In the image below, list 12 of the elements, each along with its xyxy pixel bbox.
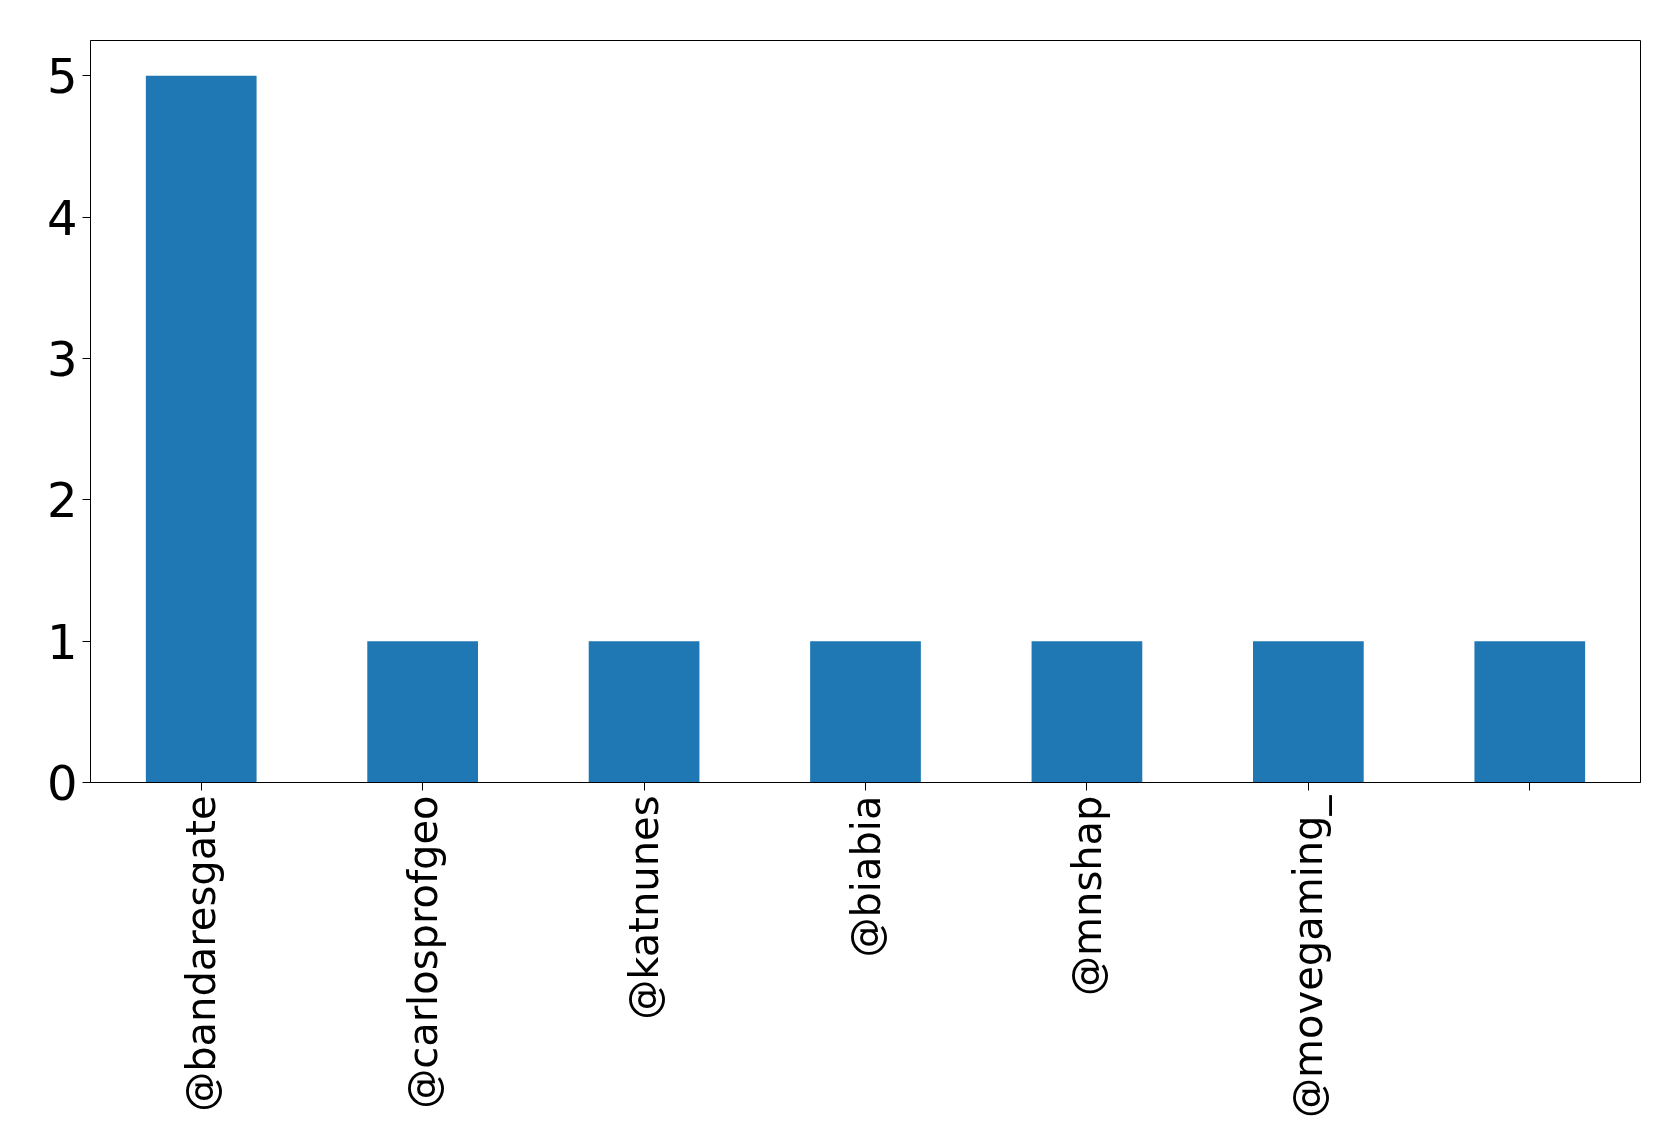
x-tick-label: @movegaming_: [1285, 794, 1333, 1118]
x-tick-label: @bandaresgate: [178, 795, 225, 1112]
x-tick-label: @mnshap: [1063, 795, 1110, 996]
y-tick-label: 2: [46, 472, 78, 529]
y-tick-label: 3: [46, 331, 78, 387]
x-tick-label: @biabia: [842, 795, 889, 958]
x-tick-label: @carlosprofgeo: [399, 795, 446, 1109]
y-tick-label: 0: [46, 755, 78, 811]
y-tick-label: 4: [46, 189, 78, 246]
x-tick-label: @katnunes: [621, 795, 668, 1020]
y-tick-label: 1: [46, 613, 78, 670]
y-tick-label: 5: [46, 48, 78, 105]
